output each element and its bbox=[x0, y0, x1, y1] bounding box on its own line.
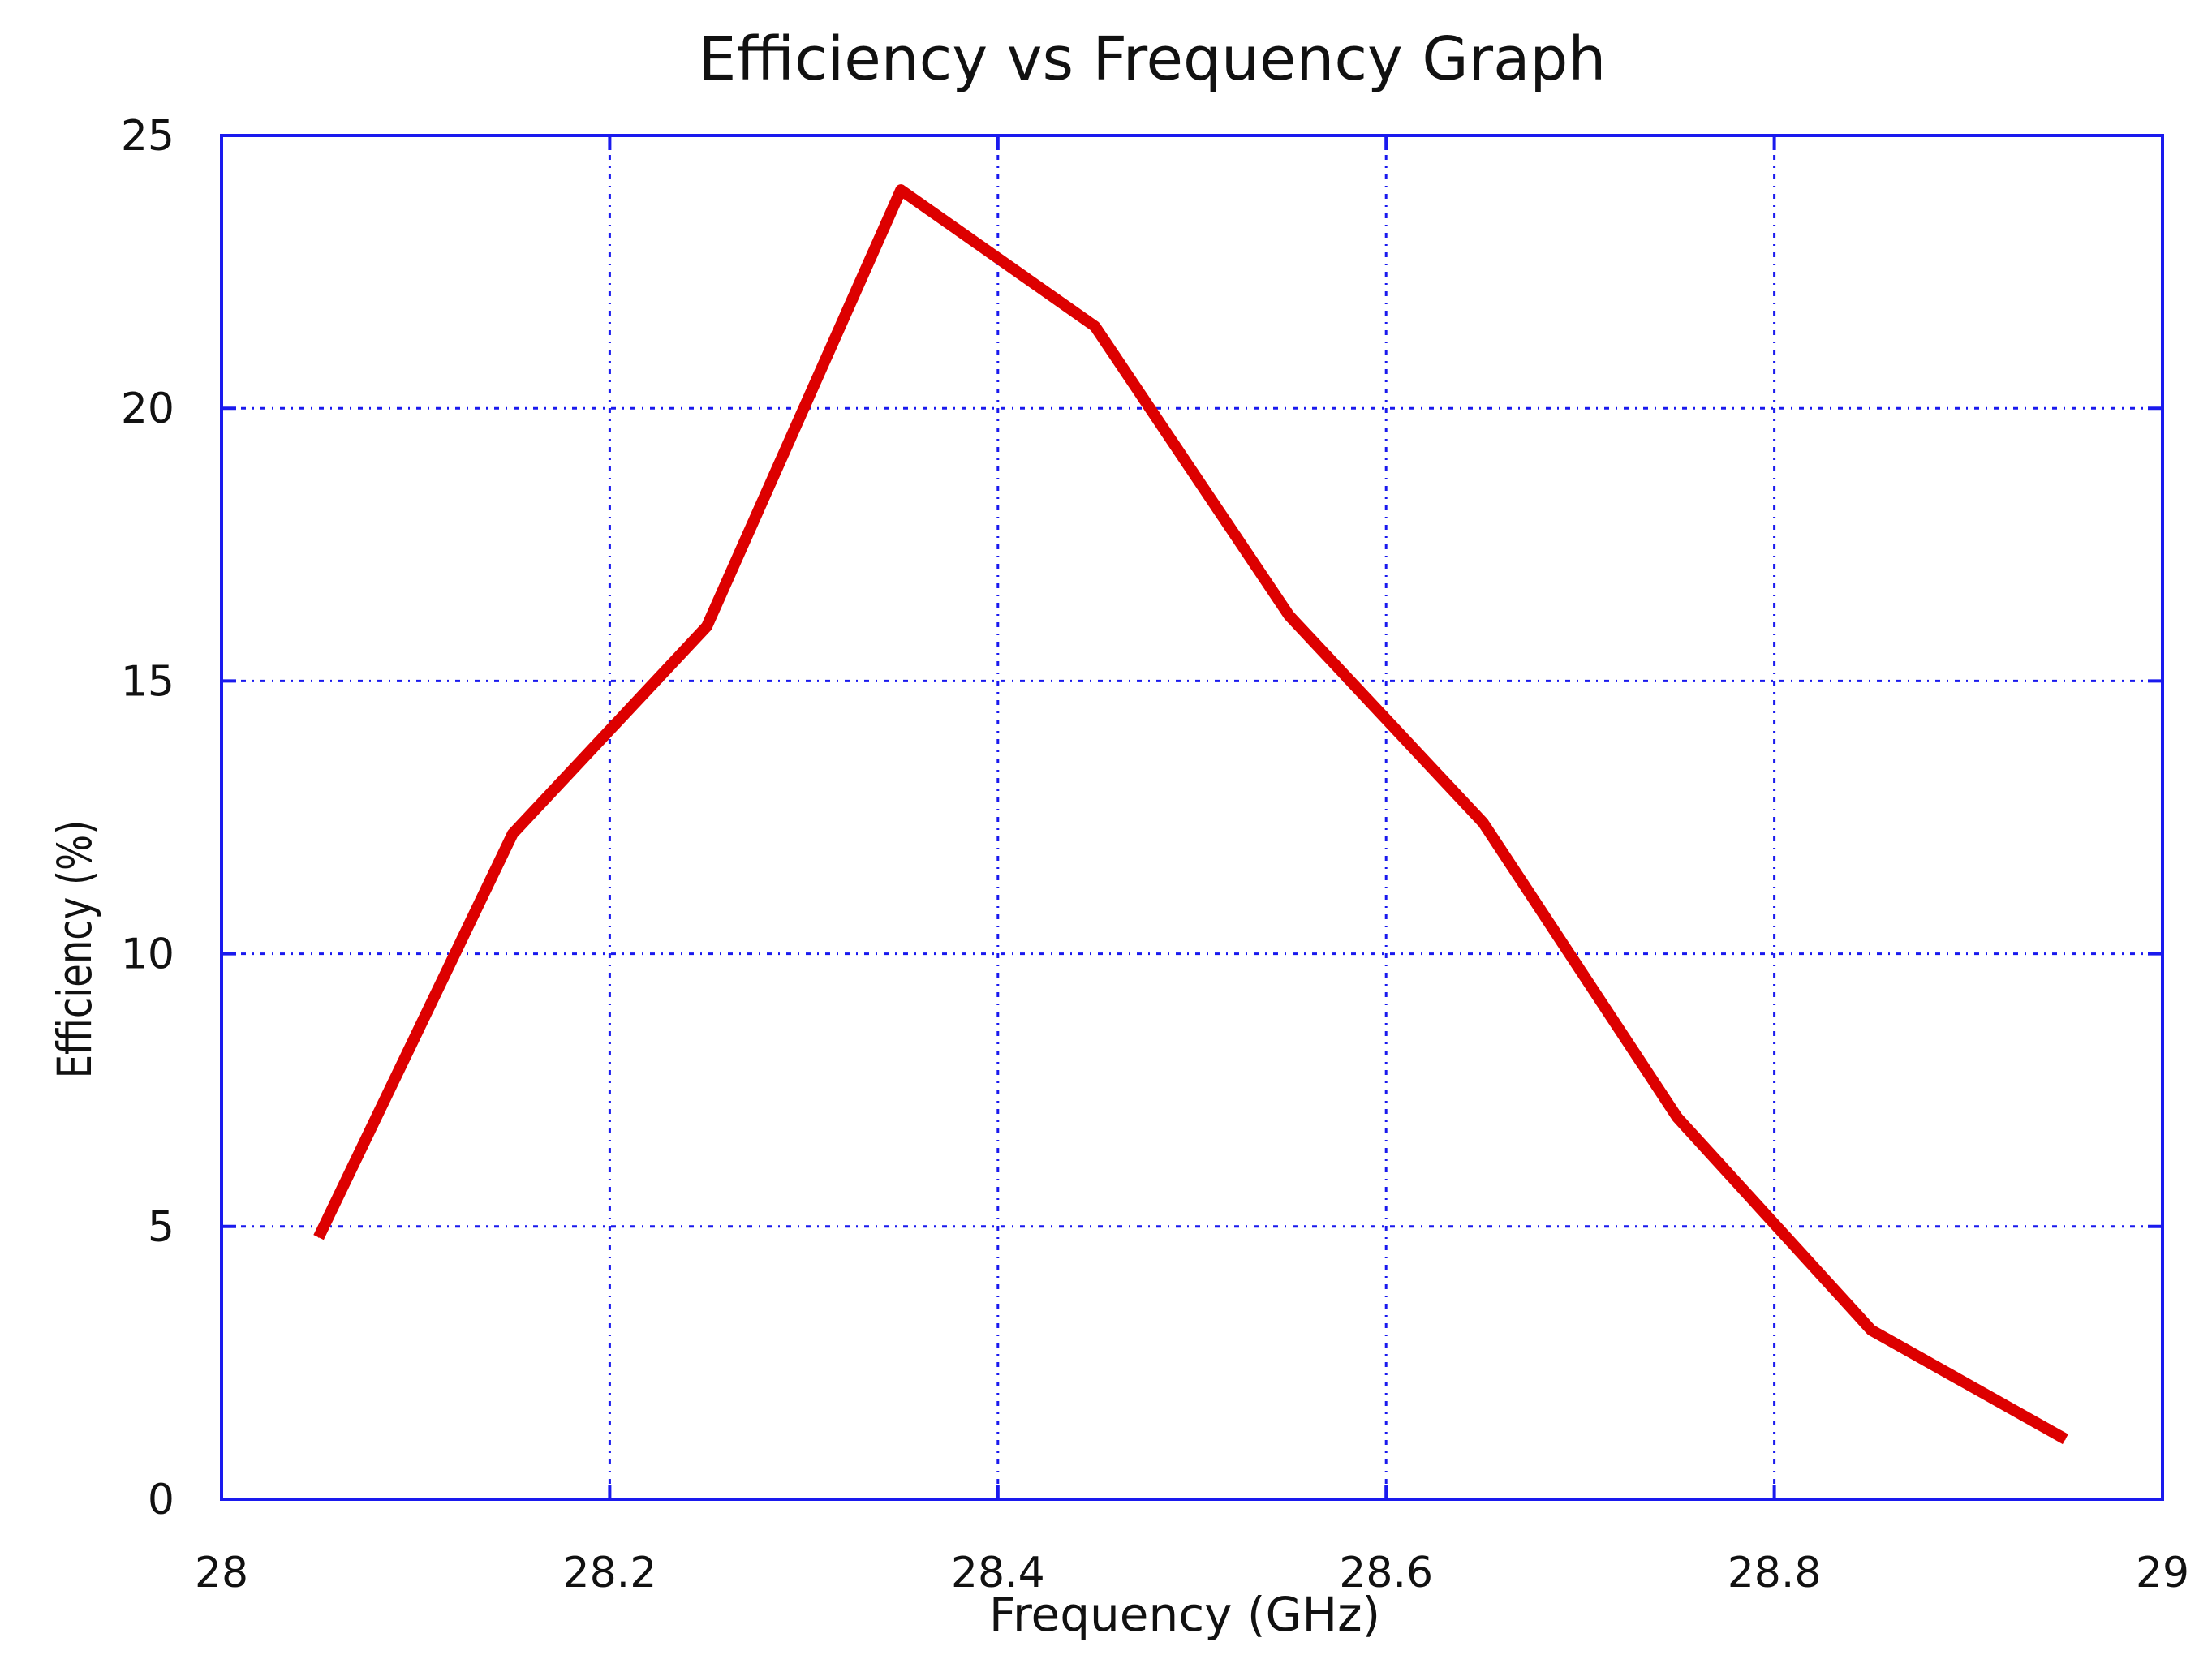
x-axis-label: Frequency (GHz) bbox=[989, 1587, 1380, 1642]
plot-frame bbox=[220, 134, 2164, 1501]
y-tick-label: 25 bbox=[121, 112, 174, 161]
x-tick-label: 28.8 bbox=[1728, 1549, 1822, 1597]
series-layer bbox=[313, 184, 2068, 1445]
y-tick-label: 15 bbox=[121, 657, 174, 706]
y-tick-label: 0 bbox=[148, 1476, 174, 1524]
y-tick-label: 5 bbox=[148, 1203, 174, 1252]
y-axis-label: Efficiency (%) bbox=[48, 820, 102, 1079]
x-tick-label: 29 bbox=[2136, 1549, 2189, 1597]
x-tick-label: 28.2 bbox=[563, 1549, 657, 1597]
efficiency-data-point bbox=[318, 1236, 320, 1238]
efficiency-series-line bbox=[313, 184, 2068, 1445]
efficiency-data-point bbox=[1676, 1116, 1678, 1118]
axis-layer: 28 28.2 28.4 28.6 28.8 29 0 5 10 15 20 25 bbox=[121, 112, 2189, 1597]
y-tick-label: 10 bbox=[121, 931, 174, 979]
grid-layer bbox=[222, 135, 2163, 1499]
y-tick-label: 20 bbox=[121, 385, 174, 433]
efficiency-data-point bbox=[2064, 1438, 2066, 1440]
efficiency-data-point bbox=[512, 833, 514, 835]
x-tick-label: 28.6 bbox=[1339, 1549, 1433, 1597]
x-tick-label: 28.4 bbox=[951, 1549, 1045, 1597]
efficiency-data-point bbox=[706, 625, 708, 627]
efficiency-data-point bbox=[900, 189, 902, 191]
chart-title: Efficiency vs Frequency Graph bbox=[699, 24, 1607, 94]
x-tick-label: 28 bbox=[195, 1549, 248, 1597]
